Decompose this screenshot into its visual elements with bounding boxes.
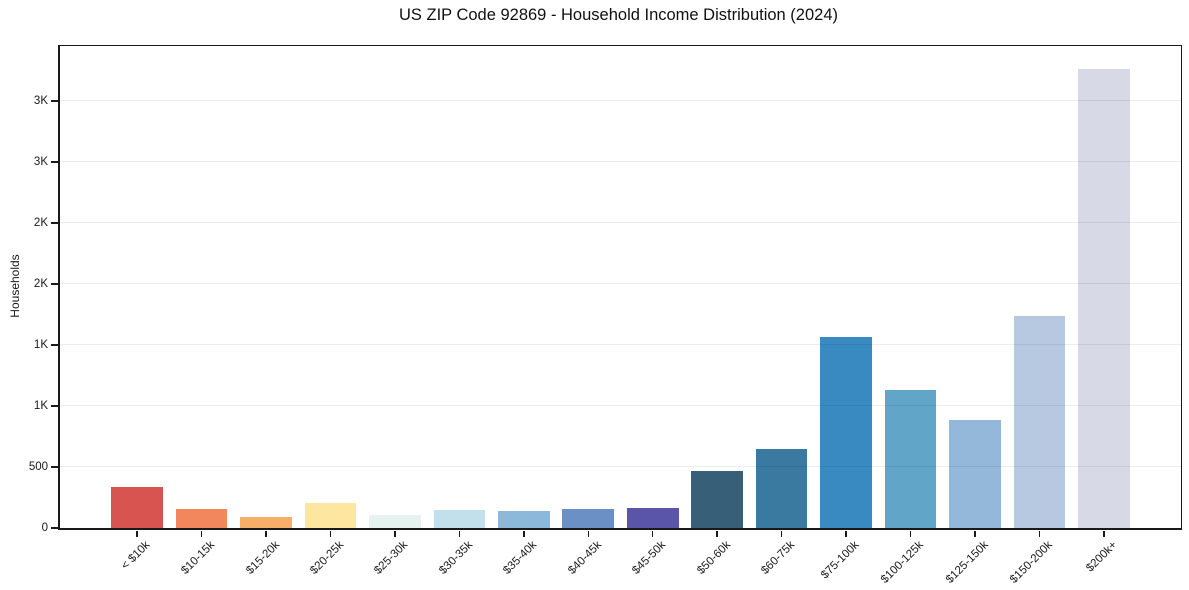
x-tick-label-text: $60-75k — [759, 539, 798, 577]
y-tick-label: 1K — [33, 339, 48, 351]
bar-$40-45k — [562, 509, 615, 528]
bar-$45-50k — [626, 507, 679, 528]
bar-$20-25k — [304, 503, 357, 528]
bar-$100-125k — [884, 390, 937, 528]
bar-$60-75k — [755, 449, 808, 528]
x-tick-mark — [1103, 531, 1105, 537]
x-tick-label-text: $50-60k — [694, 539, 733, 577]
x-tick-mark — [974, 531, 976, 537]
x-tick-label-text: $40-45k — [565, 539, 604, 577]
x-tick-mark — [523, 531, 525, 537]
bar-< $10k — [111, 487, 163, 528]
y-tick-label: 3K — [33, 155, 48, 168]
y-tick-mark — [51, 283, 58, 285]
x-tick-label-text: $20-25k — [308, 539, 347, 577]
x-tick-mark — [587, 531, 590, 537]
x-tick-mark — [329, 531, 332, 537]
x-tick-label-text: $75-100k — [819, 539, 862, 582]
bar-$15-20k — [240, 517, 292, 528]
x-tick-label-text: $45-50k — [630, 539, 669, 577]
x-tick-label-text: $15-20k — [243, 539, 282, 577]
y-tick-label: 500 — [28, 461, 48, 473]
gridline — [60, 99, 1181, 101]
bar-$125-150k — [949, 420, 1001, 528]
x-tick-mark — [909, 531, 912, 537]
y-tick-label: 2K — [33, 277, 48, 290]
plot-area: < $10k $10-15k $15-20k $20-25k $25-30k $30-35… — [29, 45, 1182, 586]
y-tick-mark — [51, 100, 58, 102]
bar-$200k+ — [1078, 68, 1130, 528]
x-tick-label-text: $200k+ — [1083, 539, 1120, 575]
x-tick-label-text: $125-150k — [943, 539, 991, 586]
gridline — [60, 160, 1181, 162]
chart-title: US ZIP Code 92869 - Household Income Dis… — [398, 6, 838, 24]
gridline — [60, 282, 1181, 284]
x-tick-mark — [200, 531, 203, 537]
x-tick-mark — [265, 531, 267, 537]
bar-$10-15k — [175, 508, 228, 528]
x-tick-mark — [716, 531, 718, 537]
y-tick-mark — [51, 405, 58, 407]
bar-$75-100k — [820, 337, 872, 528]
y-tick-label: 1K — [33, 400, 48, 412]
x-tick-label-text: $100-125k — [879, 539, 926, 586]
bar-$35-40k — [498, 510, 550, 528]
y-tick-label: 0 — [41, 522, 48, 534]
bar-$30-35k — [433, 510, 486, 528]
gridline — [60, 466, 1181, 467]
y-tick-mark — [51, 466, 58, 468]
x-tick-mark — [136, 531, 138, 537]
x-tick-mark — [1038, 531, 1041, 537]
x-tick-mark — [651, 531, 654, 537]
bar-$150-200k — [1013, 315, 1066, 528]
x-tick-mark — [780, 531, 783, 537]
gridline — [60, 405, 1181, 406]
gridline — [60, 221, 1181, 223]
x-tick-label-text: $150-200k — [1007, 539, 1055, 586]
x-tick-label-text: $25-30k — [372, 539, 411, 577]
y-tick-mark — [51, 527, 58, 529]
x-tick-label-text: $30-35k — [437, 539, 475, 577]
x-tick-label-text: $10-15k — [179, 539, 218, 577]
x-tick-mark — [458, 531, 461, 537]
y-tick-label: 2K — [33, 216, 48, 229]
y-tick-mark — [51, 344, 58, 346]
x-tick-mark — [394, 531, 396, 537]
x-tick-label-text: < $10k — [119, 539, 153, 573]
x-tick-mark — [845, 531, 847, 537]
gridline — [60, 344, 1181, 345]
y-tick-mark — [51, 222, 58, 224]
x-tick-label-text: $35-40k — [501, 539, 540, 577]
y-tick-mark — [51, 161, 58, 163]
y-tick-label: 3K — [33, 94, 48, 107]
bar-$25-30k — [369, 515, 421, 528]
bar-$50-60k — [691, 470, 743, 528]
